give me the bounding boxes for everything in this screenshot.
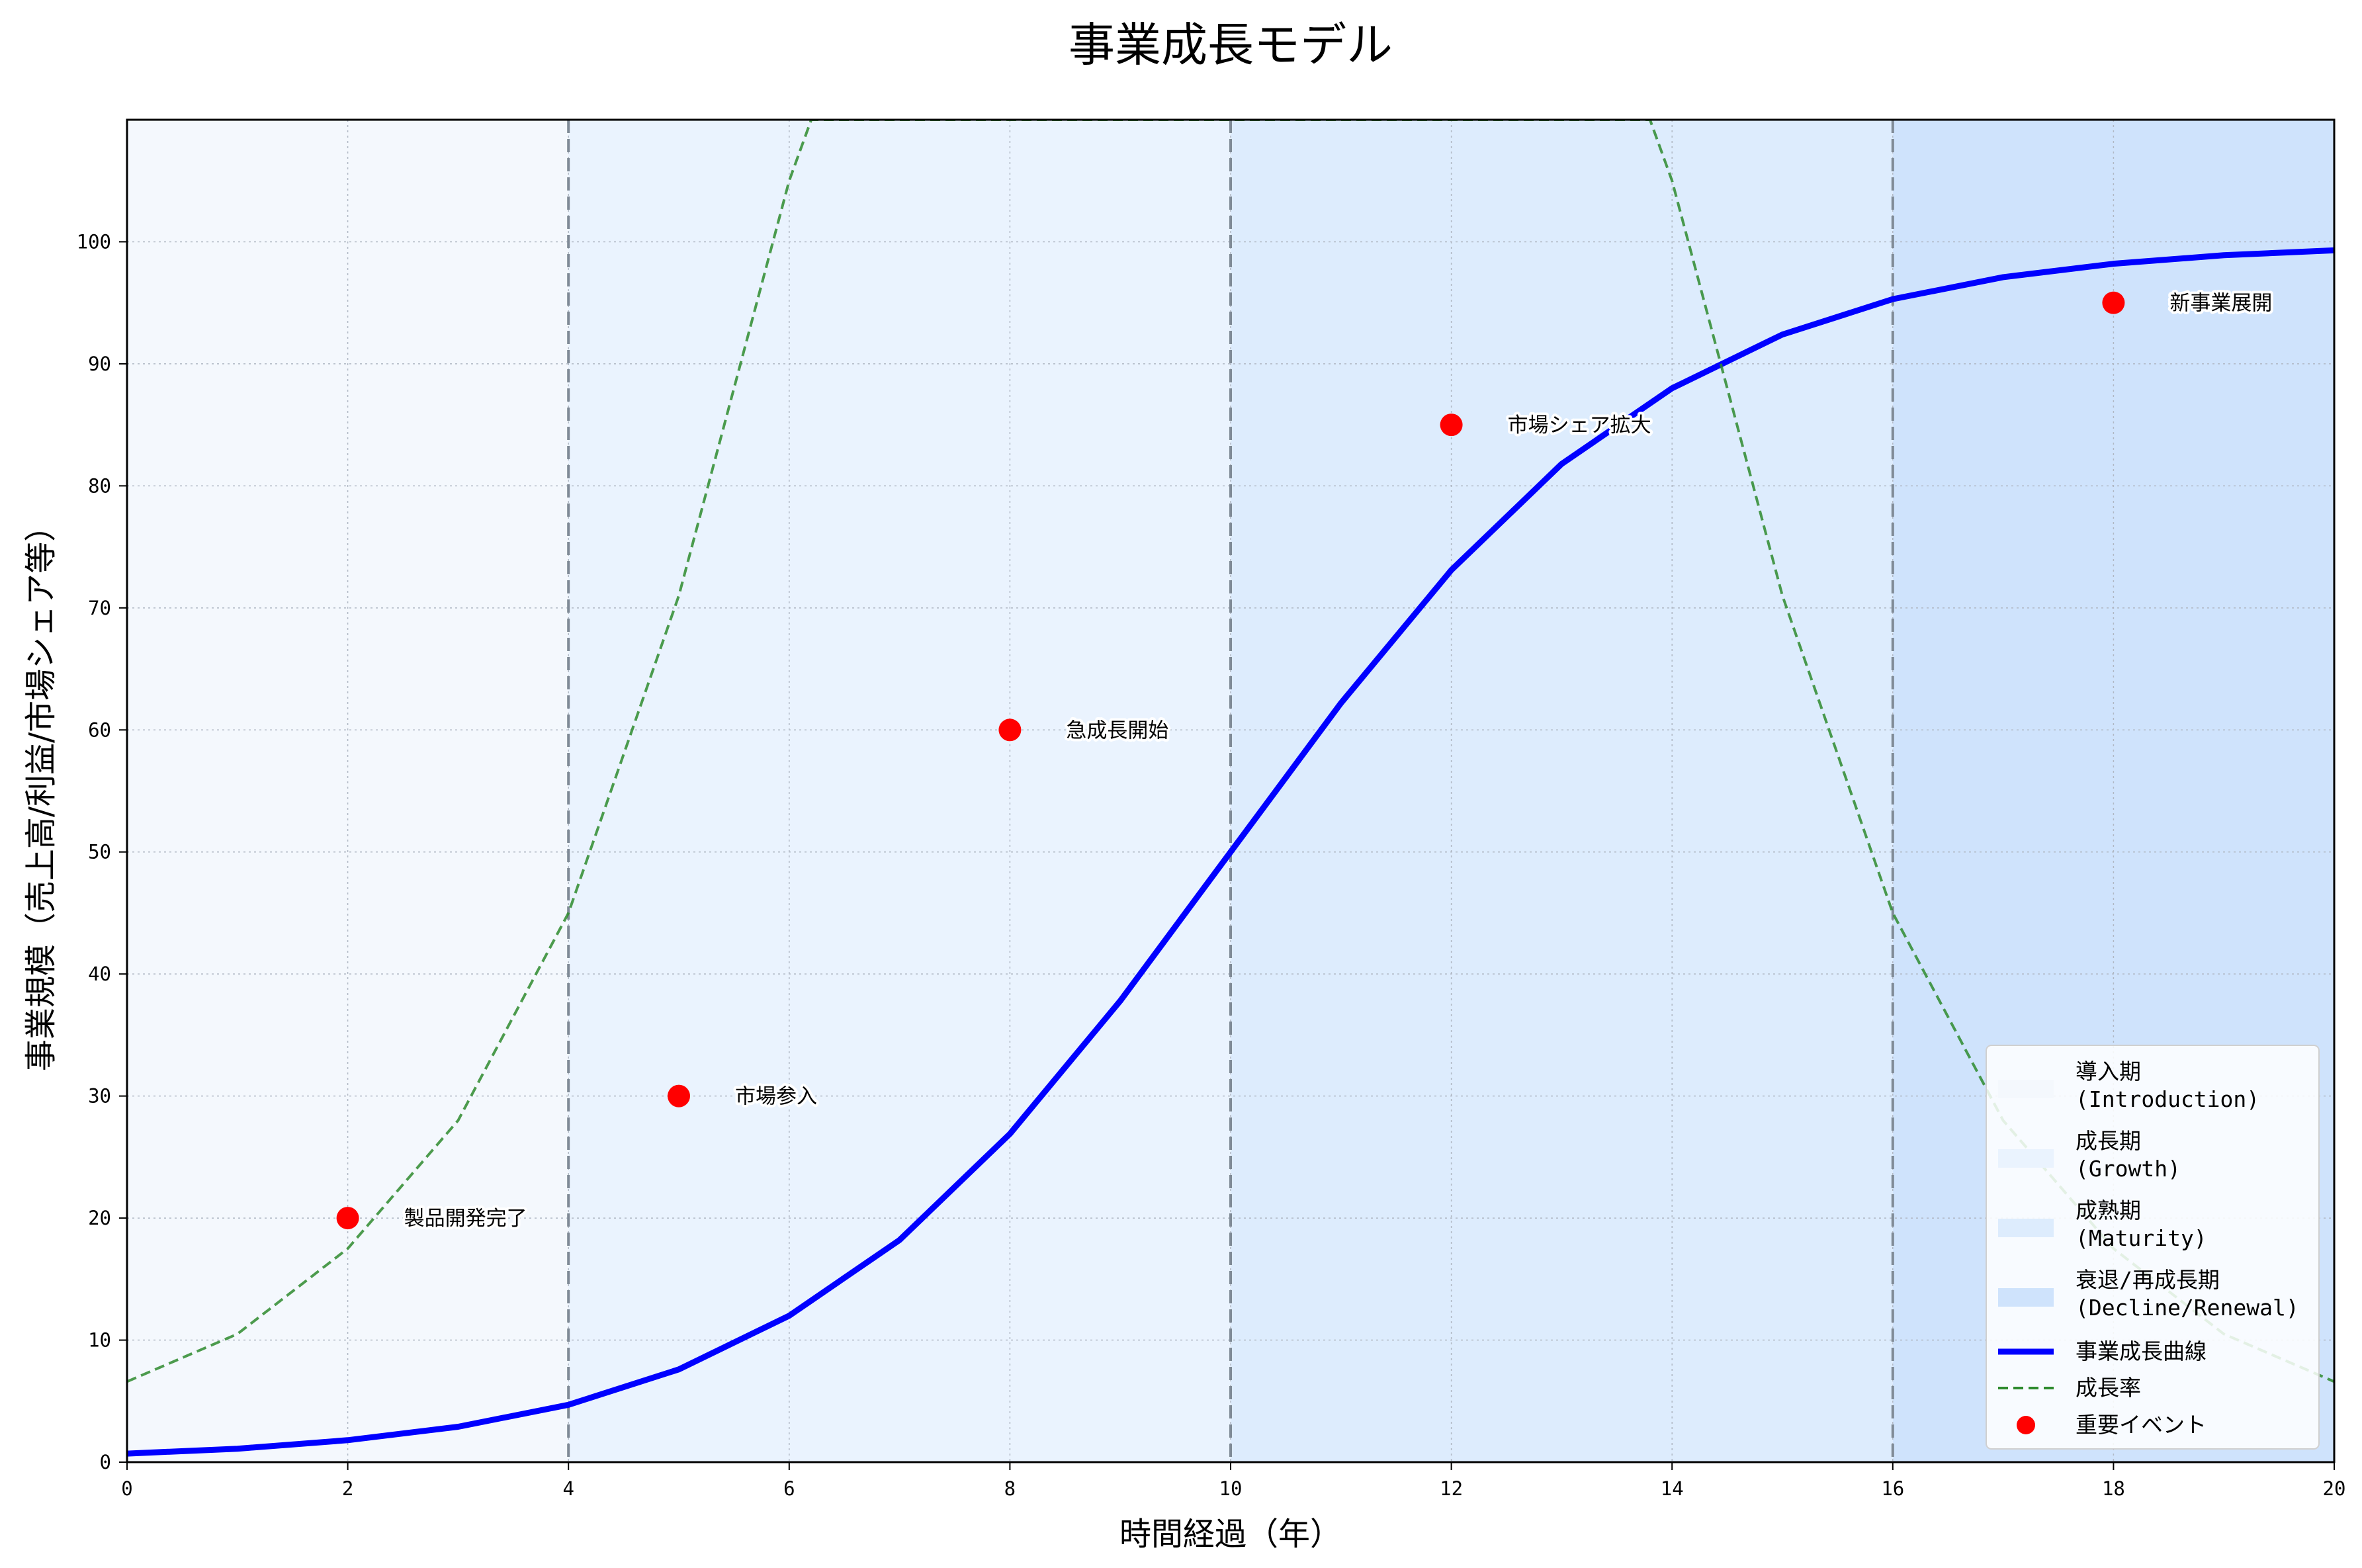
event-label-2: 急成長開始: [1066, 719, 1168, 742]
legend-label-series-0: 事業成長曲線: [2076, 1338, 2207, 1364]
event-point-2: [998, 719, 1022, 742]
y-tick-label: 90: [88, 353, 111, 375]
legend-box: [1986, 1045, 2320, 1450]
phase-band-2: [1231, 120, 1893, 1462]
x-tick-label: 10: [1219, 1477, 1243, 1500]
x-tick-label: 18: [2102, 1477, 2125, 1500]
legend-swatch-phase-2: [1998, 1219, 2054, 1237]
legend: 導入期(Introduction) 成長期(Growth) 成熟期(Maturity…: [1986, 1045, 2320, 1450]
legend-label-phase-2: (Maturity): [2076, 1225, 2207, 1251]
y-tick-label: 60: [88, 719, 111, 741]
series-layer: [127, 120, 2334, 1457]
legend-swatch-phase-0: [1998, 1080, 2054, 1098]
x-tick-label: 2: [342, 1477, 353, 1500]
x-tick-label: 20: [2323, 1477, 2346, 1500]
legend-label-events: 重要イベント: [2076, 1412, 2207, 1438]
y-axis-label: 事業規模（売上高/利益/市場シェア等）: [22, 510, 60, 1071]
event-point-4: [2102, 291, 2125, 314]
phase-band-1: [568, 120, 1231, 1462]
y-tick-label: 30: [88, 1085, 111, 1108]
y-tick-label: 0: [100, 1451, 111, 1473]
legend-label-phase-0: 導入期: [2076, 1059, 2141, 1084]
legend-swatch-phase-1: [1998, 1149, 2054, 1168]
legend-label-phase-3: (Decline/Renewal): [2076, 1295, 2299, 1321]
series-line-0: [127, 247, 2334, 1457]
event-label-3: 市場シェア拡大: [1508, 414, 1651, 437]
y-axis-ticks: 0 10 20 30 40 50 60 70 80 90 100: [77, 230, 127, 1473]
y-tick-label: 10: [88, 1329, 111, 1352]
event-point-3: [1440, 414, 1463, 437]
x-tick-label: 14: [1661, 1477, 1684, 1500]
x-tick-label: 0: [121, 1477, 132, 1500]
legend-label-phase-2: 成熟期: [2076, 1198, 2141, 1223]
y-tick-label: 20: [88, 1207, 111, 1229]
legend-label-phase-1: (Growth): [2076, 1156, 2181, 1182]
event-label-0: 製品開発完了: [404, 1207, 527, 1231]
x-tick-label: 16: [1881, 1477, 1904, 1500]
event-point-0: [336, 1207, 359, 1230]
y-tick-label: 70: [88, 597, 111, 619]
event-label-1: 市場参入: [735, 1085, 817, 1109]
series-line-1: [127, 120, 2334, 1383]
legend-label-phase-0: (Introduction): [2076, 1086, 2259, 1112]
x-tick-label: 6: [783, 1477, 795, 1500]
event-points: 製品開発完了 市場参入 急成長開始 市場シェア拡大 新事業展開: [336, 289, 2275, 1233]
x-tick-label: 4: [562, 1477, 574, 1500]
legend-label-phase-1: 成長期: [2076, 1128, 2141, 1154]
y-tick-label: 100: [77, 230, 111, 253]
legend-label-phase-3: 衰退/再成長期: [2076, 1267, 2220, 1293]
x-tick-label: 8: [1004, 1477, 1016, 1500]
y-tick-label: 40: [88, 963, 111, 985]
y-tick-label: 50: [88, 841, 111, 863]
x-tick-label: 12: [1440, 1477, 1463, 1500]
legend-swatch-phase-3: [1998, 1288, 2054, 1307]
legend-label-series-1: 成長率: [2076, 1375, 2141, 1401]
x-axis-label: 時間経過（年）: [1119, 1516, 1342, 1553]
legend-swatch-events: [2017, 1416, 2035, 1434]
x-axis-ticks: 0 2 4 6 8 10 12 14 16 18 20: [121, 1462, 2345, 1500]
event-label-4: 新事業展開: [2169, 292, 2272, 316]
phase-boundary-lines: [567, 120, 1894, 1462]
y-tick-label: 80: [88, 474, 111, 497]
event-point-1: [668, 1084, 690, 1108]
chart-title: 事業成長モデル: [1069, 18, 1393, 72]
